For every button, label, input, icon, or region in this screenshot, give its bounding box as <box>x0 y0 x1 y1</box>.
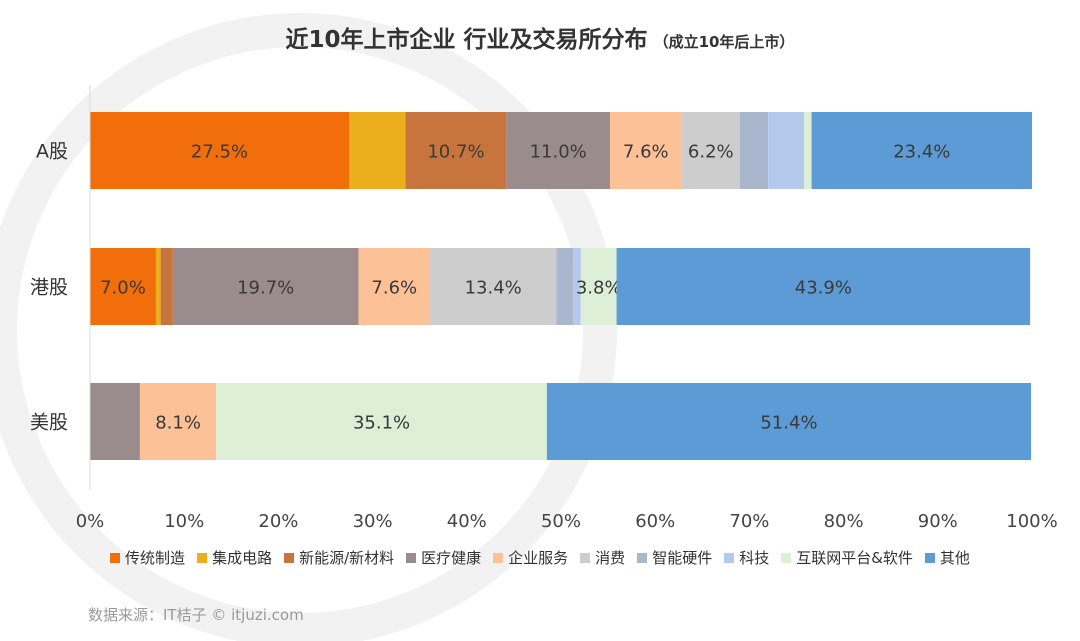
x-tick-label-8: 80% <box>824 511 864 532</box>
legend-item-8: 互联网平台&软件 <box>781 547 913 568</box>
bar-segment-0-0 <box>90 112 350 189</box>
legend-swatch-3 <box>406 552 417 563</box>
bar-segment-0-3 <box>506 112 610 189</box>
bar-segment-2-3 <box>90 383 140 460</box>
data-label-2-4: 8.1% <box>155 413 201 434</box>
data-label-0-5: 6.2% <box>688 142 734 163</box>
data-label-0-3: 11.0% <box>530 142 587 163</box>
bar-segment-0-2 <box>405 112 507 189</box>
bar-segment-1-0 <box>90 248 156 325</box>
source-note: 数据来源：IT桔子 © itjuzi.com <box>88 606 304 624</box>
category-label-0: A股 <box>36 141 68 163</box>
data-label-1-3: 19.7% <box>237 278 294 299</box>
bars-layer: 27.5% 10.7% 11.0% 7.6% 6.2% 23.4% 7.0% 19.7% 7.6… <box>90 112 1032 460</box>
legend-item-2: 新能源/新材料 <box>284 547 394 568</box>
bar-segment-0-8 <box>804 112 812 189</box>
legend-label-0: 传统制造 <box>125 549 186 567</box>
category-label-1: 港股 <box>30 277 68 299</box>
category-label-2: 美股 <box>30 412 68 434</box>
x-tick-label-2: 20% <box>258 511 298 532</box>
data-label-1-9: 43.9% <box>795 278 852 299</box>
x-tick-label-10: 100% <box>1006 511 1057 532</box>
bar-segment-1-3 <box>172 248 359 325</box>
legend-swatch-9 <box>924 552 935 563</box>
x-tick-label-0: 0% <box>76 511 105 532</box>
bar-segment-0-4 <box>609 112 682 189</box>
bar-segment-1-1 <box>155 248 161 325</box>
bar-segment-1-2 <box>160 248 173 325</box>
legend-label-3: 医疗健康 <box>421 549 482 567</box>
data-label-0-4: 7.6% <box>623 142 669 163</box>
data-label-0-2: 10.7% <box>427 142 484 163</box>
legend-item-9: 其他 <box>924 547 970 568</box>
x-tick-label-9: 90% <box>918 511 958 532</box>
legend-item-7: 科技 <box>724 547 769 568</box>
data-label-1-5: 13.4% <box>465 278 522 299</box>
bar-segment-1-8 <box>580 248 617 325</box>
legend-item-0: 传统制造 <box>110 547 185 568</box>
bar-segment-0-7 <box>768 112 805 189</box>
bar-segment-1-6 <box>556 248 574 325</box>
x-tick-label-3: 30% <box>353 511 393 532</box>
x-tick-label-4: 40% <box>447 511 487 532</box>
bar-segment-1-4 <box>358 248 431 325</box>
legend: 传统制造 集成电路 新能源/新材料 医疗健康 企业服务 消费 智能硬件 科技 互联网平台&软件 其… <box>0 547 1080 568</box>
legend-label-6: 智能硬件 <box>652 549 713 567</box>
legend-swatch-0 <box>110 552 121 563</box>
data-label-0-0: 27.5% <box>191 142 248 163</box>
legend-label-4: 企业服务 <box>508 549 569 567</box>
chart-subtitle: （成立10年后上市） <box>653 33 795 51</box>
legend-swatch-8 <box>781 552 792 563</box>
legend-item-4: 企业服务 <box>493 547 568 568</box>
legend-item-1: 集成电路 <box>197 547 272 568</box>
data-label-2-9: 51.4% <box>760 413 817 434</box>
bar-segment-2-9 <box>546 383 1032 460</box>
bar-segment-1-7 <box>573 248 581 325</box>
legend-swatch-6 <box>637 552 648 563</box>
bar-segment-0-1 <box>349 112 406 189</box>
legend-label-7: 科技 <box>739 549 770 567</box>
bar-segment-2-8 <box>216 383 547 460</box>
legend-swatch-2 <box>284 552 295 563</box>
bar-segment-0-6 <box>739 112 769 189</box>
legend-label-1: 集成电路 <box>212 549 273 567</box>
chart-title: 近10年上市企业 行业及交易所分布 <box>285 27 648 53</box>
legend-item-5: 消费 <box>580 547 625 568</box>
bar-segment-2-4 <box>139 383 217 460</box>
x-tick-label-5: 50% <box>541 511 581 532</box>
bar-segment-0-5 <box>681 112 740 189</box>
legend-label-5: 消费 <box>595 549 626 567</box>
legend-label-2: 新能源/新材料 <box>299 549 395 567</box>
x-tick-labels: 0% 10% 20% 30% 40% 50% 60% 70% 80% 90% 100% <box>76 511 1058 532</box>
data-label-1-8: 3.8% <box>576 278 622 299</box>
bar-segment-0-9 <box>811 112 1032 189</box>
legend-item-6: 智能硬件 <box>637 547 712 568</box>
legend-item-3: 医疗健康 <box>406 547 481 568</box>
x-tick-label-1: 10% <box>164 511 204 532</box>
legend-label-8: 互联网平台&软件 <box>796 549 913 567</box>
legend-label-9: 其他 <box>939 549 970 567</box>
data-label-0-9: 23.4% <box>893 142 950 163</box>
bar-segment-1-9 <box>616 248 1031 325</box>
x-tick-label-7: 70% <box>729 511 769 532</box>
chart-title-block: 近10年上市企业 行业及交易所分布 （成立10年后上市） <box>0 20 1080 54</box>
data-label-1-4: 7.6% <box>371 278 417 299</box>
legend-swatch-5 <box>580 552 591 563</box>
bar-segment-1-5 <box>430 248 557 325</box>
legend-swatch-1 <box>197 552 208 563</box>
data-label-2-8: 35.1% <box>353 413 410 434</box>
legend-swatch-4 <box>493 552 504 563</box>
legend-swatch-7 <box>724 552 735 563</box>
x-tick-label-6: 60% <box>635 511 675 532</box>
data-label-1-0: 7.0% <box>100 278 146 299</box>
